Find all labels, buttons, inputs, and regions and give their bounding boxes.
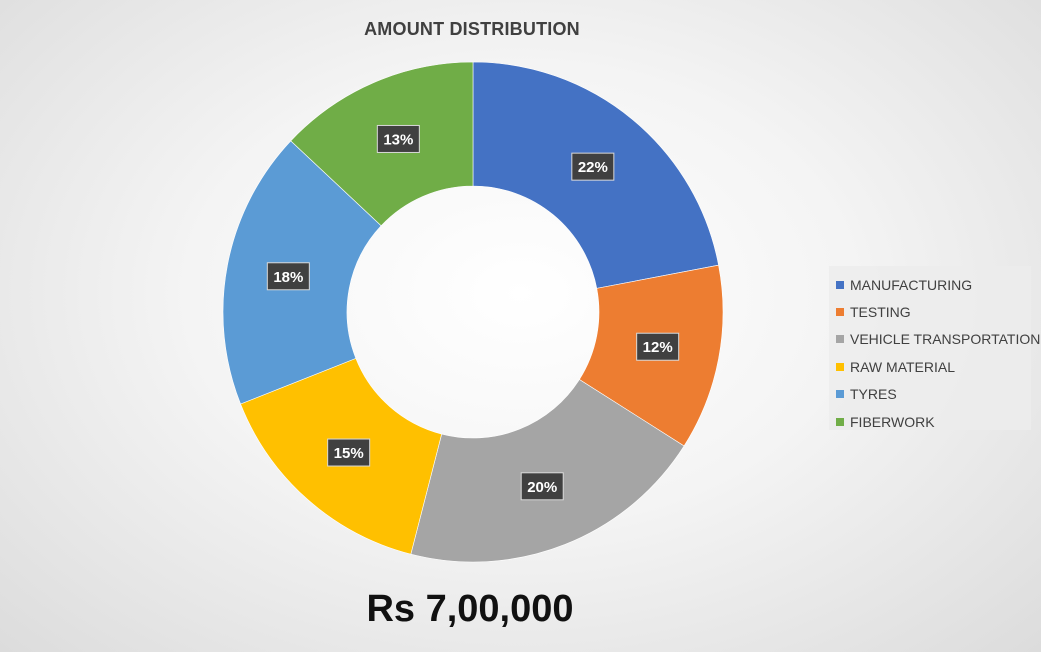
legend-swatch [836,280,844,289]
data-label-fiberwork: 13% [376,124,420,153]
legend-label: RAW MATERIAL [850,358,956,375]
legend-item-raw-material: RAW MATERIAL [829,353,1031,380]
data-label-testing: 12% [636,332,680,361]
legend-label: TYRES [850,386,897,403]
legend-swatch [836,362,844,371]
legend-label: TESTING [850,304,911,321]
data-label-manufacturing: 22% [571,152,615,181]
legend-swatch [836,390,844,399]
legend-swatch [836,417,844,426]
data-label-raw-material: 15% [327,438,371,467]
legend-item-testing: TESTING [829,298,1031,325]
legend-swatch [836,335,844,344]
chart-title: AMOUNT DISTRIBUTION [364,19,580,39]
legend-item-tyres: TYRES [829,381,1031,408]
data-label-text: 15% [334,445,364,462]
data-label-text: 18% [273,269,303,286]
donut-slice-vehicle-transportation [410,379,685,563]
data-label-text: 22% [578,159,608,176]
legend-item-manufacturing: MANUFACTURING [829,271,1031,298]
data-label-text: 13% [383,131,413,148]
total-amount: Rs 7,00,000 [366,588,574,630]
data-label-text: 12% [643,339,673,356]
data-label-tyres: 18% [266,262,310,291]
legend-swatch [836,308,844,317]
legend-label: FIBERWORK [850,413,935,430]
legend-label: VEHICLE TRANSPORTATION [850,331,1041,348]
legend-item-vehicle-transportation: VEHICLE TRANSPORTATION [829,326,1040,353]
data-label-text: 20% [527,479,557,496]
chart-legend: MANUFACTURING TESTING VEHICLE TRANSPORTATI… [829,266,1040,430]
data-label-vehicle-transportation: 20% [520,472,564,501]
legend-label: MANUFACTURING [850,276,973,293]
legend-item-fiberwork: FIBERWORK [829,408,1031,435]
